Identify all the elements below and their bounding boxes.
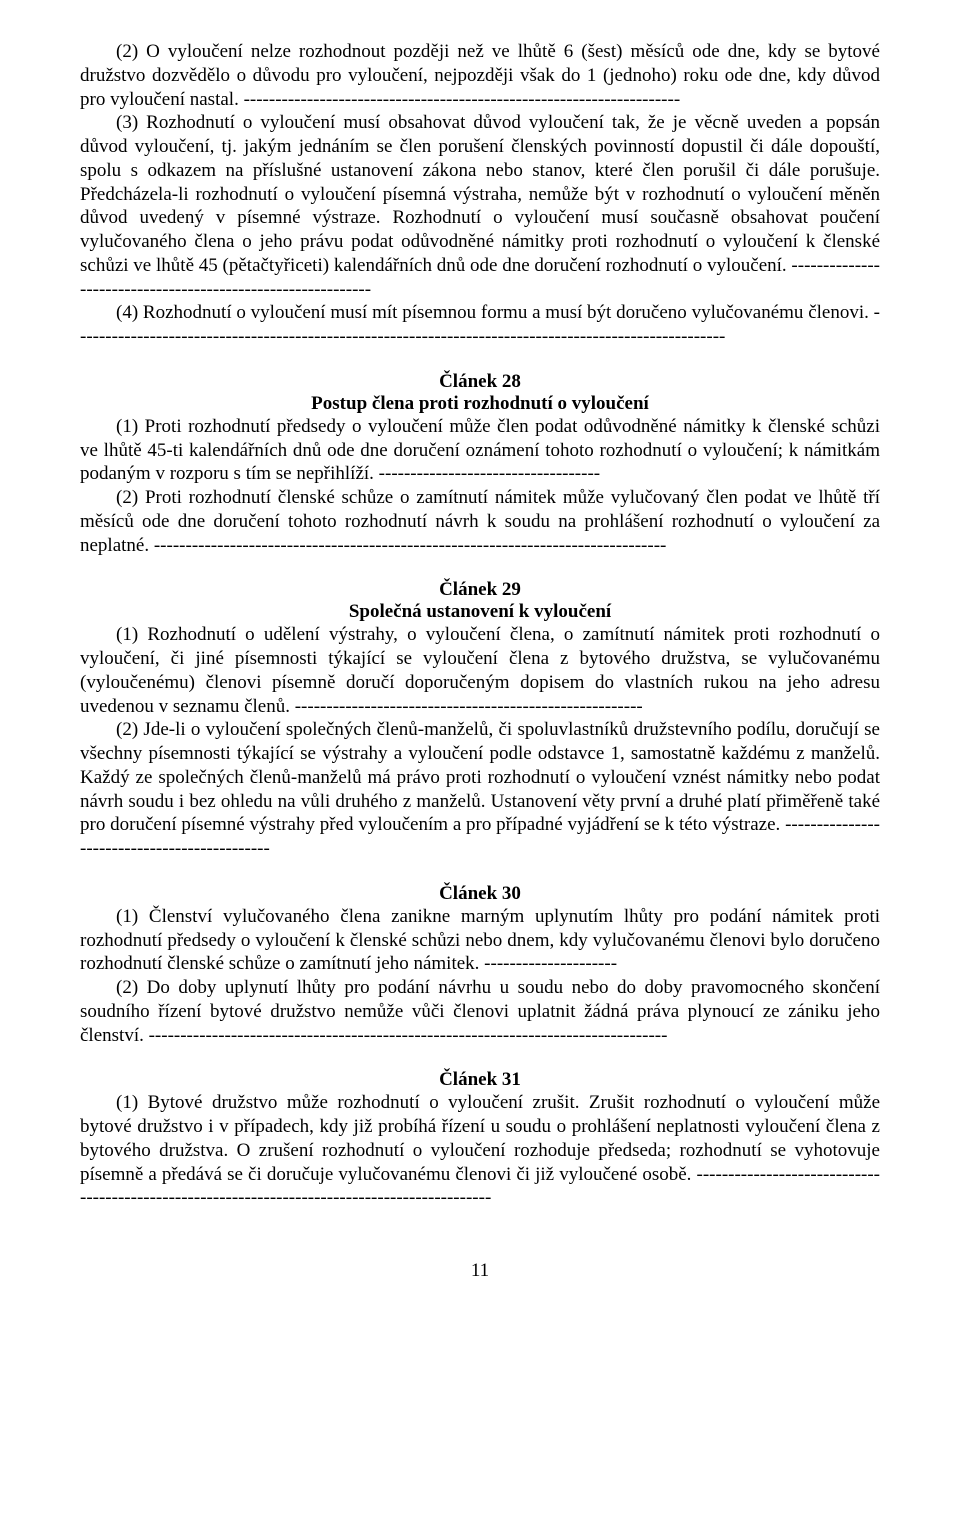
article-subtitle: Postup člena proti rozhodnutí o vyloučen…	[80, 393, 880, 415]
paragraph: (1) Bytové družstvo může rozhodnutí o vy…	[80, 1091, 880, 1210]
paragraph: (1) Proti rozhodnutí předsedy o vyloučen…	[80, 415, 880, 486]
article-heading: Článek 29	[80, 579, 880, 601]
article-heading: Článek 31	[80, 1069, 880, 1091]
paragraph: (1) Rozhodnutí o udělení výstrahy, o vyl…	[80, 623, 880, 718]
paragraph: (2) Do doby uplynutí lhůty pro podání ná…	[80, 976, 880, 1047]
document-page: (2) O vyloučení nelze rozhodnout později…	[0, 0, 960, 1341]
page-number: 11	[80, 1260, 880, 1282]
paragraph: (1) Členství vylučovaného člena zanikne …	[80, 905, 880, 976]
article-heading: Článek 28	[80, 371, 880, 393]
paragraph: (2) O vyloučení nelze rozhodnout později…	[80, 40, 880, 111]
article-heading: Článek 30	[80, 883, 880, 905]
paragraph: (2) Proti rozhodnutí členské schůze o za…	[80, 486, 880, 557]
paragraph: (4) Rozhodnutí o vyloučení musí mít píse…	[80, 301, 880, 349]
paragraph: (2) Jde-li o vyloučení společných členů-…	[80, 718, 880, 861]
paragraph: (3) Rozhodnutí o vyloučení musí obsahova…	[80, 111, 880, 301]
article-subtitle: Společná ustanovení k vyloučení	[80, 601, 880, 623]
